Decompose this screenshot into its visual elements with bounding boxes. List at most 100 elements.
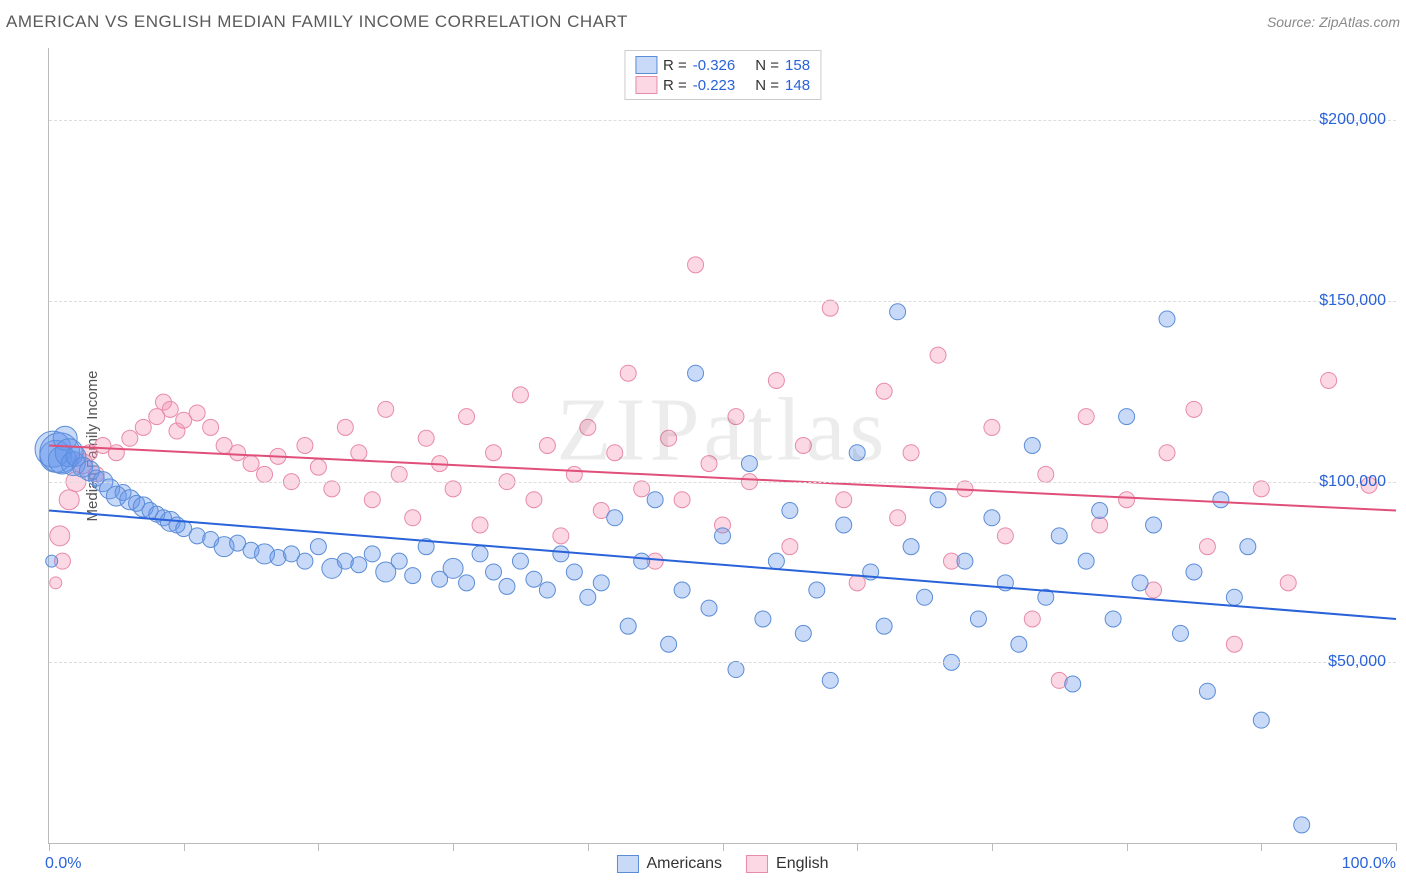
x-axis-label-max: 100.0% — [1342, 855, 1396, 873]
data-point-americans — [593, 575, 609, 591]
data-point-english — [822, 300, 838, 316]
data-point-americans — [849, 445, 865, 461]
data-point-americans — [1172, 625, 1188, 641]
data-point-english — [459, 409, 475, 425]
source-prefix: Source: — [1267, 14, 1319, 30]
data-point-americans — [405, 568, 421, 584]
data-point-americans — [741, 456, 757, 472]
y-tick-label: $100,000 — [1319, 473, 1386, 491]
data-point-americans — [970, 611, 986, 627]
data-point-english — [445, 481, 461, 497]
data-point-americans — [836, 517, 852, 533]
data-point-english — [553, 528, 569, 544]
data-point-americans — [661, 636, 677, 652]
data-point-americans — [809, 582, 825, 598]
data-point-english — [337, 419, 353, 435]
data-point-english — [472, 517, 488, 533]
data-point-english — [1253, 481, 1269, 497]
data-point-english — [539, 438, 555, 454]
x-tick — [723, 843, 724, 851]
data-point-americans — [310, 539, 326, 555]
data-point-americans — [391, 553, 407, 569]
data-point-english — [1024, 611, 1040, 627]
data-point-english — [122, 430, 138, 446]
data-point-english — [108, 445, 124, 461]
x-tick — [49, 843, 50, 851]
data-point-americans — [1092, 503, 1108, 519]
data-point-english — [512, 387, 528, 403]
data-point-english — [364, 492, 380, 508]
data-point-americans — [499, 578, 515, 594]
data-point-americans — [1065, 676, 1081, 692]
legend-item-americans: Americans — [616, 855, 722, 873]
correlation-legend: R = -0.326 N = 158 R = -0.223 N = 148 — [624, 50, 821, 100]
data-point-americans — [755, 611, 771, 627]
r-label: R = — [663, 57, 687, 74]
data-point-americans — [539, 582, 555, 598]
data-point-english — [378, 401, 394, 417]
correlation-row-english: R = -0.223 N = 148 — [635, 75, 810, 95]
data-point-english — [243, 456, 259, 472]
data-point-americans — [715, 528, 731, 544]
data-point-americans — [580, 589, 596, 605]
data-point-americans — [459, 575, 475, 591]
data-point-english — [661, 430, 677, 446]
data-point-americans — [1213, 492, 1229, 508]
data-point-americans — [1105, 611, 1121, 627]
data-point-americans — [1011, 636, 1027, 652]
data-point-americans — [1132, 575, 1148, 591]
data-point-americans — [782, 503, 798, 519]
x-tick — [588, 843, 589, 851]
swatch-americans — [635, 56, 657, 74]
scatter-plot-svg — [49, 48, 1396, 843]
data-point-english — [230, 445, 246, 461]
data-point-english — [566, 466, 582, 482]
chart-source: Source: ZipAtlas.com — [1267, 14, 1400, 30]
data-point-english — [1078, 409, 1094, 425]
grid-line — [49, 662, 1396, 663]
data-point-americans — [701, 600, 717, 616]
data-point-english — [634, 481, 650, 497]
series-legend: Americans English — [616, 855, 828, 873]
data-point-americans — [1146, 517, 1162, 533]
data-point-english — [1321, 372, 1337, 388]
data-point-americans — [903, 539, 919, 555]
data-point-americans — [1186, 564, 1202, 580]
data-point-english — [1159, 445, 1175, 461]
x-tick — [1261, 843, 1262, 851]
data-point-english — [620, 365, 636, 381]
data-point-english — [1199, 539, 1215, 555]
data-point-americans — [607, 510, 623, 526]
r-label: R = — [663, 77, 687, 94]
data-point-english — [1119, 492, 1135, 508]
swatch-english-icon — [746, 855, 768, 873]
data-point-americans — [1078, 553, 1094, 569]
data-point-english — [674, 492, 690, 508]
n-label: N = — [755, 57, 779, 74]
data-point-english — [50, 526, 70, 546]
data-point-english — [391, 466, 407, 482]
data-point-americans — [472, 546, 488, 562]
data-point-americans — [1294, 817, 1310, 833]
data-point-english — [701, 456, 717, 472]
swatch-americans-icon — [616, 855, 638, 873]
x-tick — [1396, 843, 1397, 851]
x-tick — [992, 843, 993, 851]
data-point-english — [405, 510, 421, 526]
trend-line-english — [49, 446, 1396, 511]
grid-line — [49, 120, 1396, 121]
data-point-english — [890, 510, 906, 526]
data-point-americans — [351, 557, 367, 573]
data-point-americans — [1226, 589, 1242, 605]
grid-line — [49, 301, 1396, 302]
n-label: N = — [755, 77, 779, 94]
data-point-americans — [443, 558, 463, 578]
data-point-english — [984, 419, 1000, 435]
data-point-english — [418, 430, 434, 446]
data-point-english — [1226, 636, 1242, 652]
legend-label-english: English — [776, 855, 828, 873]
data-point-americans — [1119, 409, 1135, 425]
r-value-english: -0.223 — [693, 77, 736, 94]
data-point-english — [257, 466, 273, 482]
data-point-english — [903, 445, 919, 461]
